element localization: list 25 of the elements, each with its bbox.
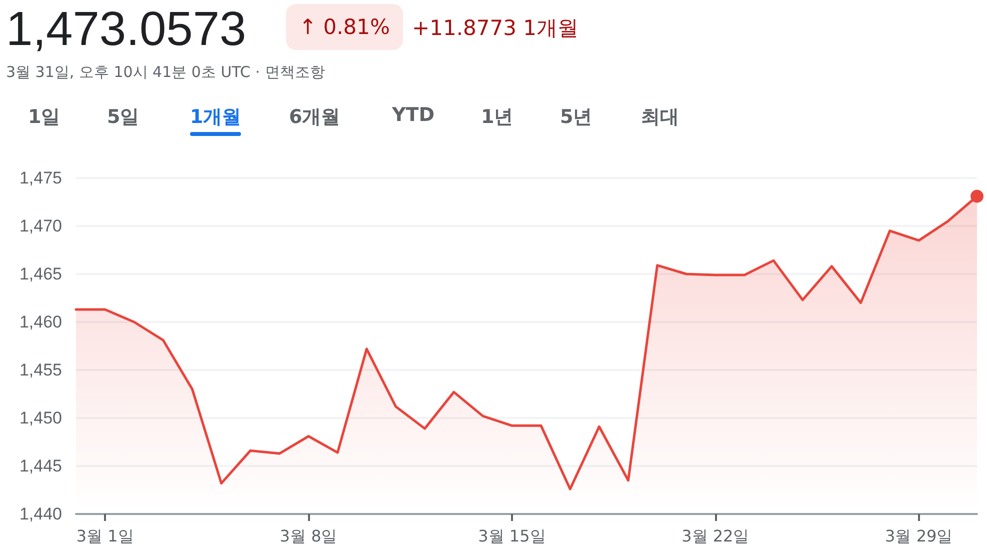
text: 1개월 — [190, 105, 242, 130]
y-tick-label: 1,450 — [19, 408, 62, 428]
text: 1일 — [28, 105, 60, 130]
x-tick-label: 3월 8일 — [280, 526, 338, 546]
y-tick-label: 1,475 — [19, 168, 62, 188]
y-tick-label: 1,440 — [19, 504, 62, 524]
y-tick-label: 1,465 — [19, 264, 62, 284]
text: 1년 — [481, 105, 514, 130]
x-tick-label: 3월 22일 — [682, 526, 750, 546]
y-tick-label: 1,445 — [19, 456, 62, 476]
text: 5일 — [107, 105, 140, 130]
x-tick-label: 3월 1일 — [76, 526, 134, 546]
text: 6개월 — [289, 105, 340, 130]
text: ↑ 0.81% — [286, 4, 403, 50]
y-tick-label: 1,460 — [19, 312, 62, 332]
y-tick-label: 1,455 — [19, 360, 62, 380]
text: +11.8773 1개월 — [412, 15, 578, 42]
chart-title: 1,473.0573 — [6, 2, 246, 57]
x-tick-label: 3월 29일 — [885, 526, 953, 546]
y-tick-label: 1,470 — [19, 216, 62, 236]
chart-subtitle: 3월 31일, 오후 10시 41분 0초 UTC · 면책조항 — [6, 63, 325, 82]
x-tick-label: 3월 15일 — [478, 526, 546, 546]
text: 최대 — [641, 105, 679, 130]
text: YTD — [392, 104, 434, 126]
text: 5년 — [560, 105, 592, 130]
